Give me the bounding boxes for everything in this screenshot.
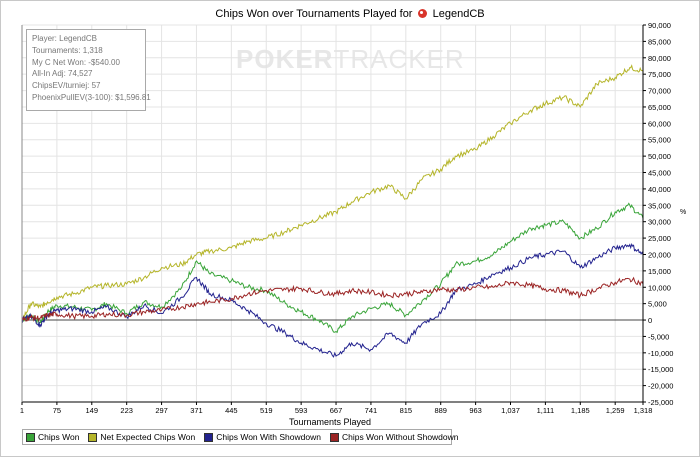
x-tick-label: 75: [53, 406, 61, 415]
legend-swatch-net-expected: [88, 432, 98, 442]
x-tick-label: 815: [400, 406, 413, 415]
legend-swatch-chips-won: [26, 432, 35, 442]
chart-title-text: Chips Won over Tournaments Played for: [215, 8, 413, 20]
y-tick-label: 50,000: [648, 152, 671, 161]
legend-swatch-without-showdown: [329, 432, 339, 442]
series-line-chips-won-without-showdown: [21, 276, 644, 323]
player-info-box: Player: LegendCB Tournaments: 1,318 My C…: [26, 29, 151, 111]
x-tick-label: 963: [469, 406, 482, 415]
legend-item-with-showdown[interactable]: Chips Won With Showdown: [204, 432, 321, 442]
series-line-net-expected-chips-won: [21, 64, 644, 321]
watermark-part1: POKER: [236, 44, 334, 74]
y-tick-label: 30,000: [648, 218, 671, 227]
y-tick-label: 15,000: [648, 267, 671, 276]
y-tick-label: -15,000: [648, 365, 673, 374]
x-tick-label: 445: [225, 406, 238, 415]
x-tick-label: 1,185: [571, 406, 590, 415]
y-tick-label: 45,000: [648, 169, 671, 178]
info-tournaments: Tournaments: 1,318: [32, 45, 103, 55]
legend-item-chips-won[interactable]: Chips Won: [26, 432, 79, 442]
x-tick-label: 1,111: [537, 406, 555, 415]
x-tick-label: 297: [155, 406, 168, 415]
y-tick-label: 55,000: [648, 136, 671, 145]
x-tick-label: 149: [86, 406, 99, 415]
series-group: [21, 64, 644, 358]
x-tick-labels: 1 75 149 223 297 371 445 519 593 667 741 815 889 963 1…: [20, 402, 652, 415]
y-tick-label: -20,000: [648, 382, 673, 391]
y-tick-label: 20,000: [648, 250, 671, 259]
info-allin-adj: All-In Adj: 74,527: [32, 69, 93, 79]
x-tick-label: 1,259: [606, 406, 625, 415]
x-tick-label: 1,037: [501, 406, 520, 415]
x-tick-label: 741: [365, 406, 378, 415]
y-tick-label: 5,000: [648, 300, 667, 309]
y-tick-label: 85,000: [648, 37, 671, 46]
y-tick-label: 70,000: [648, 87, 671, 96]
legend-label-net-expected: Net Expected Chips Won: [100, 432, 196, 442]
legend-item-net-expected[interactable]: Net Expected Chips Won: [88, 432, 195, 442]
y-tick-label: 65,000: [648, 103, 671, 112]
y-tick-label: 10,000: [648, 283, 671, 292]
legend-swatch-with-showdown: [204, 432, 214, 442]
y-tick-label: 75,000: [648, 70, 671, 79]
y-tick-label: 25,000: [648, 234, 671, 243]
y-tick-label: 40,000: [648, 185, 671, 194]
x-axis-label: Tournaments Played: [288, 417, 372, 427]
legend-label-chips-won: Chips Won: [38, 432, 80, 442]
x-tick-label: 889: [434, 406, 447, 415]
legend-item-without-showdown[interactable]: Chips Won Without Showdown: [329, 432, 459, 442]
y-tick-label: 0: [648, 316, 652, 325]
legend-label-with-showdown: Chips Won With Showdown: [216, 432, 321, 442]
info-phoenix-ev: PhoenixPullEV(3-100): $1,596.81: [32, 92, 151, 102]
pokerstars-logo-icon: [417, 9, 427, 18]
y-tick-label: -25,000: [648, 398, 673, 407]
series-line-chips-won: [21, 202, 644, 334]
axes: [21, 25, 644, 403]
y-tick-labels: -25,000 -20,000 -15,000 -10,000 -5,000 0 5,000…: [643, 21, 673, 407]
x-tick-label: 519: [260, 406, 273, 415]
x-tick-label: 371: [190, 406, 203, 415]
chart-title: Chips Won over Tournaments Played for Le…: [0, 8, 700, 20]
info-net-won: My C Net Won: -$540.00: [32, 57, 120, 67]
info-chips-ev: ChipsEV/turniej: 57: [32, 81, 101, 91]
info-player: Player: LegendCB: [32, 34, 97, 43]
series-line-chips-won-with-showdown: [21, 242, 644, 358]
legend: Chips Won Net Expected Chips Won Chips W…: [22, 429, 459, 445]
x-tick-label: 223: [120, 406, 133, 415]
legend-label-without-showdown: Chips Won Without Showdown: [341, 432, 459, 442]
x-tick-label: 667: [330, 406, 343, 415]
y-tick-label: -5,000: [648, 332, 669, 341]
y-tick-label: 80,000: [648, 54, 671, 63]
y-tick-label: 35,000: [648, 201, 671, 210]
y-tick-label: 90,000: [648, 21, 671, 30]
chart-title-player: LegendCB: [432, 8, 485, 20]
watermark-part2: TRACKER: [333, 44, 465, 74]
y-axis-label: %: [680, 209, 686, 216]
x-tick-label: 593: [295, 406, 308, 415]
x-tick-label: 1,318: [634, 406, 653, 415]
y-tick-label: 60,000: [648, 119, 671, 128]
x-tick-label: 1: [20, 406, 24, 415]
watermark: POKERTRACKER: [236, 44, 465, 75]
y-tick-label: -10,000: [648, 349, 673, 358]
